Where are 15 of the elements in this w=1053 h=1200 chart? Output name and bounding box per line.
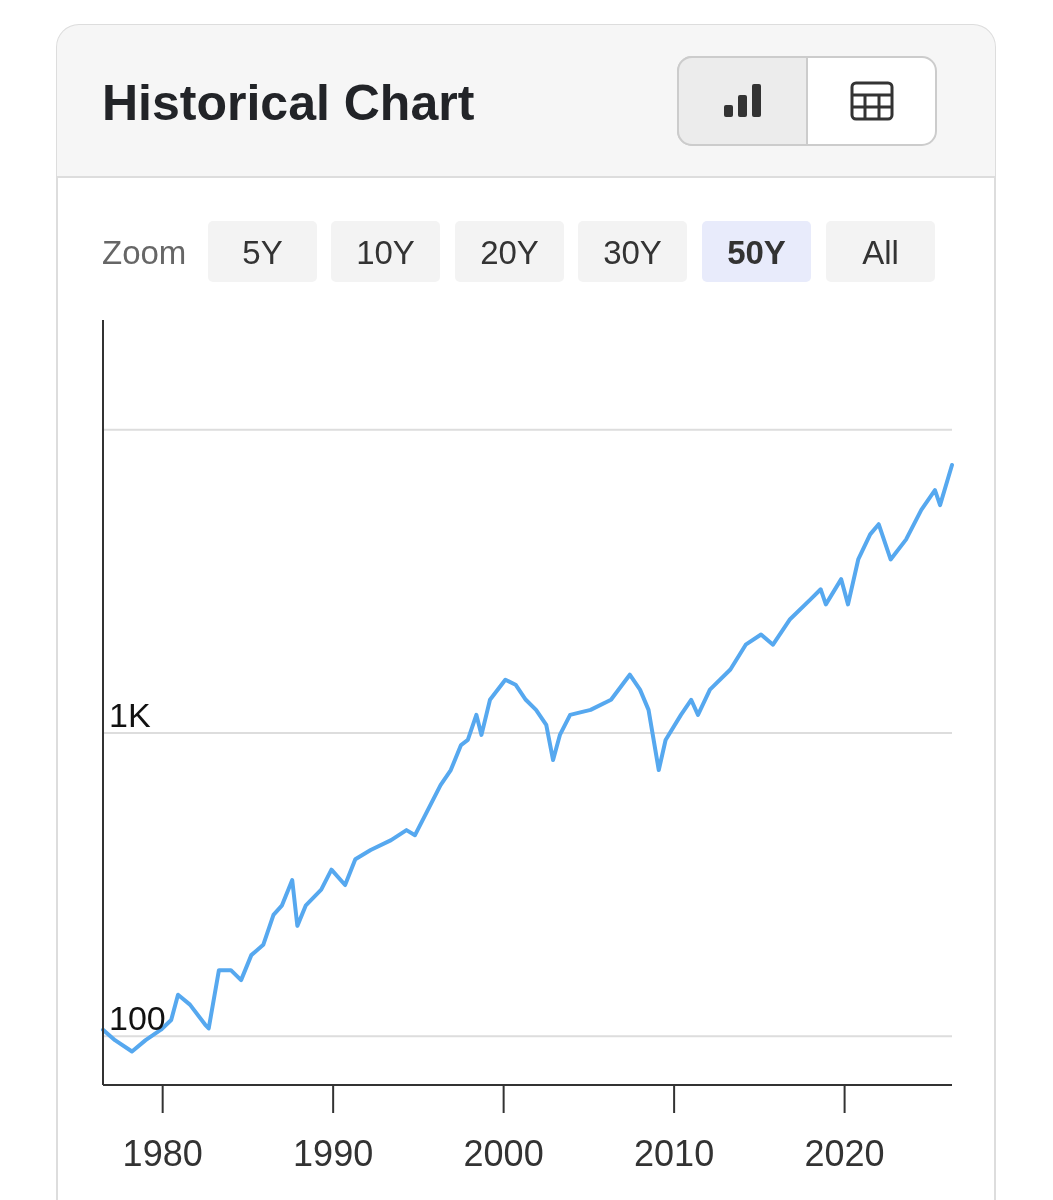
text: 5Y	[242, 234, 283, 271]
y-tick-label: 1K	[109, 695, 151, 734]
text: All	[862, 234, 899, 271]
text: 20Y	[480, 234, 539, 271]
x-tick-label: 2010	[634, 1133, 715, 1174]
text: 30Y	[603, 234, 662, 271]
text: 50Y	[727, 234, 786, 271]
text: Zoom	[102, 234, 187, 271]
x-tick-label: 2000	[463, 1133, 544, 1174]
text: 10Y	[356, 234, 415, 271]
chart-title: Historical Chart	[102, 75, 475, 131]
y-tick-label: 100	[109, 999, 166, 1038]
x-tick-label: 2020	[804, 1133, 885, 1174]
x-tick-label: 1990	[293, 1133, 374, 1174]
x-tick-label: 1980	[122, 1133, 203, 1174]
